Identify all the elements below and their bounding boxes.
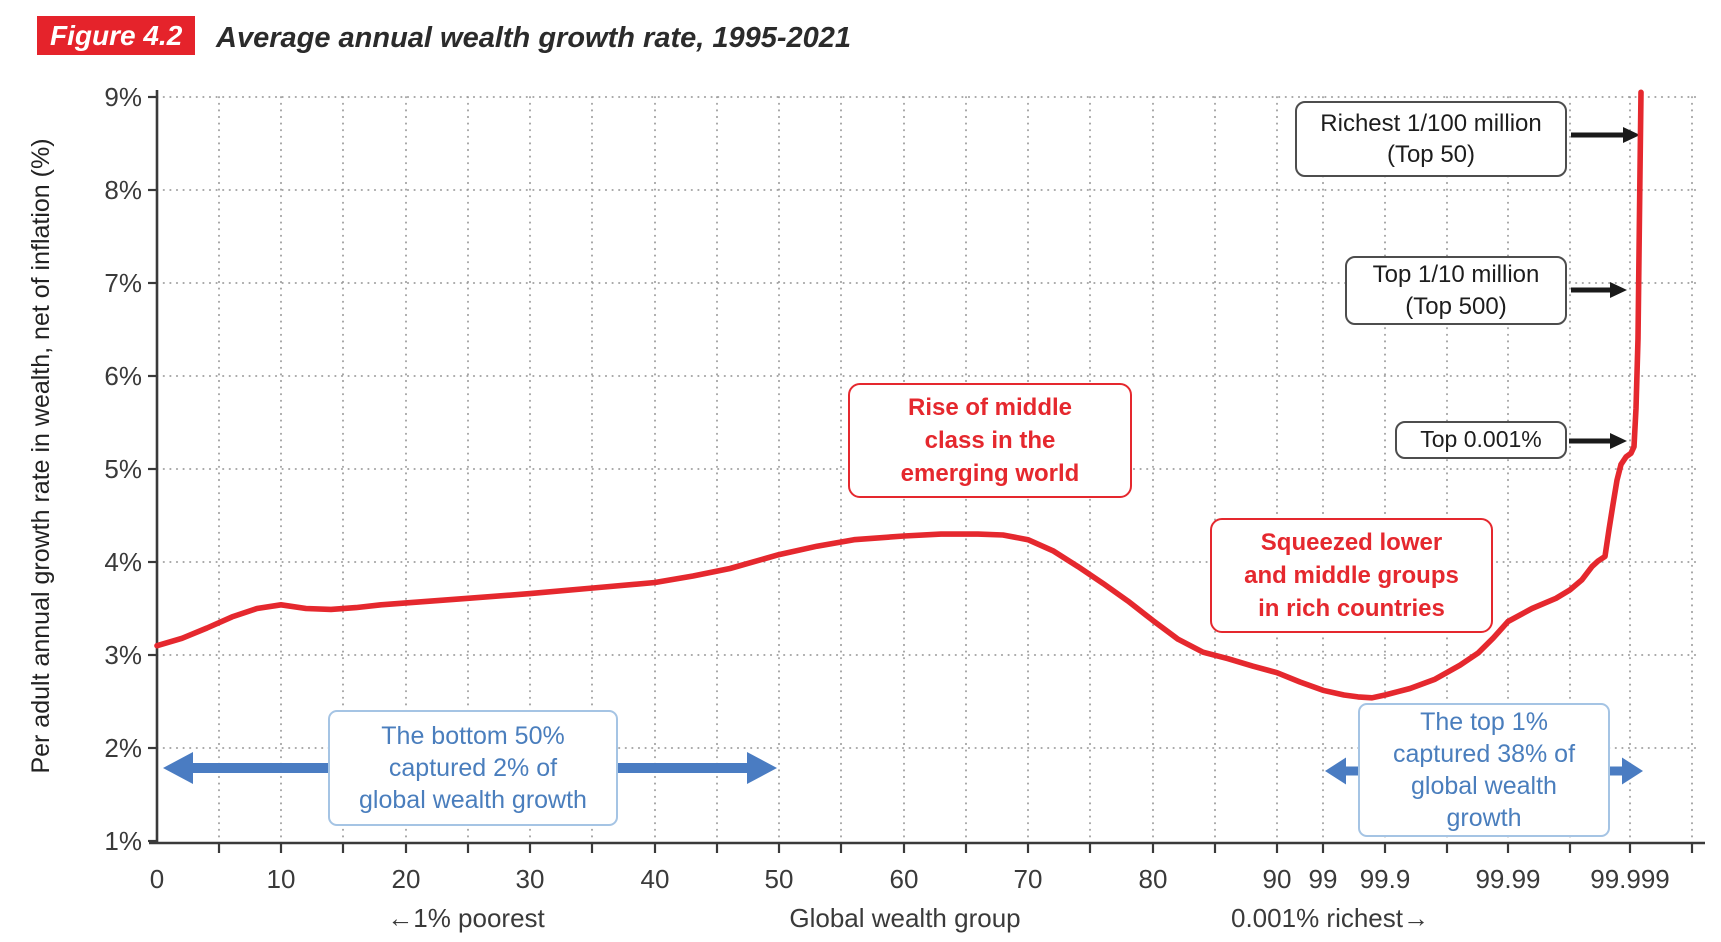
x-tick-label: 10 [266,864,296,894]
x-tick-label: 20 [391,864,421,894]
y-tick-label: 4% [104,547,142,577]
x-axis-title: Global wealth group [789,903,1021,933]
blue-range-arrow-0-head [163,752,193,784]
callout-arrow-0-head [1623,127,1640,143]
wealth-growth-curve [154,89,1644,701]
y-tick-label: 7% [104,268,142,298]
y-tick-label: 2% [104,733,142,763]
y-tick-label: 5% [104,454,142,484]
x-tick-label: 99.999 [1590,864,1670,894]
callout-arrow-2-head [1610,433,1627,449]
x-tick-label: 40 [640,864,670,894]
y-tick-label: 8% [104,175,142,205]
y-axis-title: Per adult annual growth rate in wealth, … [27,138,55,774]
blue-range-arrow-1-head [747,752,777,784]
annotation-top-0001-percent: Top 0.001% [1395,421,1567,459]
annotation-top-500: Top 1/10 million (Top 500) [1345,256,1567,325]
annotation-top-1-share: The top 1% captured 38% of global wealth… [1358,703,1610,837]
x-tick-label: 0 [149,864,165,894]
y-tick-label: 1% [104,826,142,856]
y-tick-label: 6% [104,361,142,391]
blue-range-arrow-2-head [1325,757,1346,785]
figure-number-badge: Figure 4.2 [37,16,196,55]
annotation-rise-middle-class: Rise of middle class in the emerging wor… [848,383,1132,498]
x-tick-label: 30 [515,864,545,894]
x-tick-label: 99.99 [1475,864,1541,894]
annotation-bottom-50-share: The bottom 50% captured 2% of global wea… [328,710,618,826]
y-tick-label: 3% [104,640,142,670]
x-tick-label: 50 [764,864,794,894]
x-tick-label: 99 [1308,864,1338,894]
figure-title: Average annual wealth growth rate, 1995-… [216,22,852,54]
x-axis-caption-richest: 0.001% richest→ [1231,903,1429,933]
x-axis-caption-poorest: ←1% poorest [387,903,545,933]
x-tick-label: 99.9 [1359,864,1411,894]
y-tick-label: 9% [104,82,142,112]
annotation-squeezed-groups: Squeezed lower and middle groups in rich… [1210,518,1493,633]
x-tick-label: 70 [1013,864,1043,894]
callout-arrow-1-head [1610,282,1627,298]
x-tick-label: 90 [1262,864,1292,894]
blue-range-arrow-3-head [1622,757,1643,785]
annotation-richest-top50: Richest 1/100 million (Top 50) [1295,101,1567,177]
x-tick-label: 80 [1138,864,1168,894]
x-tick-label: 60 [889,864,919,894]
